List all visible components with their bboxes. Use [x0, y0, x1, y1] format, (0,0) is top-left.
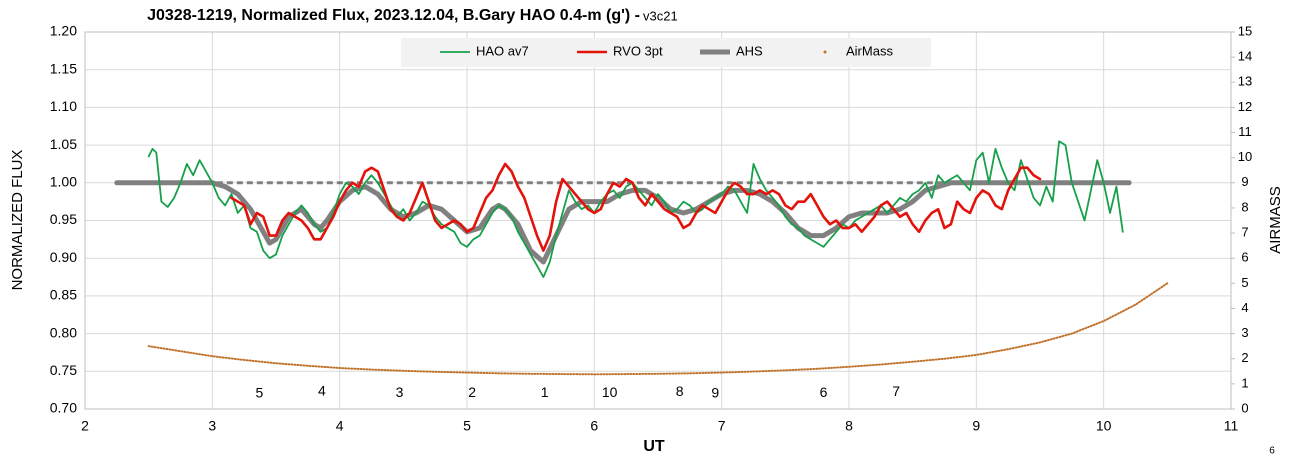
y2-tick-label: 7: [1241, 225, 1248, 240]
y-tick-label: 1.20: [50, 23, 77, 39]
y2-tick-label: 11: [1238, 124, 1252, 139]
y-tick-label: 0.85: [50, 287, 77, 303]
y2-tick-label: 14: [1238, 49, 1252, 64]
x-axis-label: UT: [643, 438, 665, 455]
y-tick-label: 1.05: [50, 136, 77, 152]
x-tick-label: 11: [1224, 418, 1239, 434]
y2-tick-label: 6: [1241, 250, 1248, 265]
y2-tick-label: 1: [1241, 375, 1248, 390]
y2-tick-label: 8: [1241, 199, 1248, 214]
y-tick-label: 0.70: [50, 400, 77, 416]
x-tick-label: 2: [81, 418, 89, 434]
legend-label: RVO 3pt: [613, 43, 663, 58]
y2-tick-label: 10: [1238, 149, 1252, 164]
annotation: 6: [820, 384, 828, 400]
annotation: 9: [711, 385, 719, 401]
legend-swatch: [823, 50, 827, 54]
y-tick-label: 0.75: [50, 362, 77, 378]
annotation: 2: [468, 384, 476, 400]
x-tick-label: 10: [1096, 418, 1112, 434]
airmass-dots: [147, 282, 1169, 376]
series-line: [114, 180, 1132, 265]
y-tick-label: 1.10: [50, 98, 77, 114]
y-tick-label: 1.15: [50, 60, 77, 76]
x-tick-label: 5: [463, 418, 471, 434]
x-tick-label: 6: [590, 418, 598, 434]
legend: HAO av7 RVO 3pt AHS AirMass: [401, 38, 931, 67]
y2-tick-label: 3: [1241, 325, 1248, 340]
y2-tick-label: 13: [1238, 74, 1252, 89]
y-tick-label: 0.80: [50, 324, 77, 340]
chart-subtitle: v3c21: [643, 8, 678, 23]
y-tick-label: 1.00: [50, 174, 77, 190]
annotation: 4: [318, 382, 326, 398]
y2-tick-label: 12: [1238, 99, 1252, 114]
annotation: 10: [602, 384, 618, 400]
annotation: 8: [676, 383, 684, 399]
annotation: 3: [396, 384, 404, 400]
x-tick-label: 9: [972, 418, 980, 434]
y2-tick-label: 4: [1241, 300, 1248, 315]
annotation: 1: [541, 384, 549, 400]
x-tick-label: 8: [845, 418, 853, 434]
y-tick-label: 0.90: [50, 249, 77, 265]
x-tick-label: 4: [336, 418, 344, 434]
plot-frame: [84, 31, 1232, 410]
y2-tick-label: 15: [1238, 23, 1252, 38]
x-tick-label: 7: [718, 418, 726, 434]
y-axis-label: NORMALIZED FLUX: [9, 150, 26, 291]
y2-axis-label: AIRMASS: [1267, 186, 1284, 254]
legend-label: AHS: [736, 43, 763, 58]
y2-tick-label: 0: [1241, 400, 1248, 415]
x-tick-label: 3: [208, 418, 216, 434]
legend-box: [401, 38, 931, 67]
page-note: 6: [1269, 446, 1275, 457]
y2-tick-label: 5: [1241, 275, 1248, 290]
y2-tick-label: 2: [1241, 350, 1248, 365]
legend-label: HAO av7: [476, 43, 529, 58]
annotation: 7: [892, 383, 900, 399]
series-line: [230, 162, 1042, 252]
legend-label: AirMass: [846, 43, 893, 58]
annotation: 5: [256, 385, 264, 401]
chart-title: J0328-1219, Normalized Flux, 2023.12.04,…: [147, 7, 640, 24]
y2-tick-label: 9: [1241, 174, 1248, 189]
y-tick-label: 0.95: [50, 211, 77, 227]
